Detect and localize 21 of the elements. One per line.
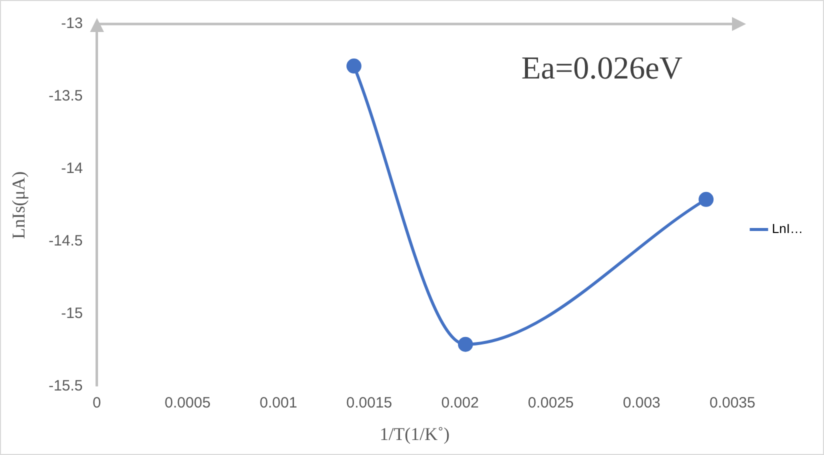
x-tick-label: 0.001 [260, 394, 298, 412]
x-tick-label: 0.003 [622, 394, 660, 412]
x-axis-title: 1/T(1/K˚) [380, 424, 450, 444]
point [346, 58, 362, 74]
point [458, 336, 473, 352]
x-tick-label: 0.0005 [164, 394, 211, 412]
x-tick-label: 0 [92, 394, 101, 412]
y-tick-label: -14.5 [48, 232, 83, 250]
x-tick-label: 0.0025 [528, 394, 574, 412]
y-axis-title: LnIs(μA) [8, 171, 29, 240]
y-tick-label: -13 [61, 15, 83, 32]
point [698, 192, 714, 207]
y-tick-label: -14 [61, 160, 83, 178]
annotation: Ea=0.026eV [521, 49, 682, 86]
y-tick-label: -15.5 [48, 378, 83, 395]
legend-label: LnI… [772, 221, 804, 236]
y-tick-label: -15 [61, 305, 83, 322]
x-tick-label: 0.0015 [346, 394, 392, 412]
y-tick-label: -13.5 [48, 88, 83, 105]
x-tick-label: 0.002 [441, 394, 479, 412]
x-tick-label: 0.0035 [709, 394, 756, 412]
